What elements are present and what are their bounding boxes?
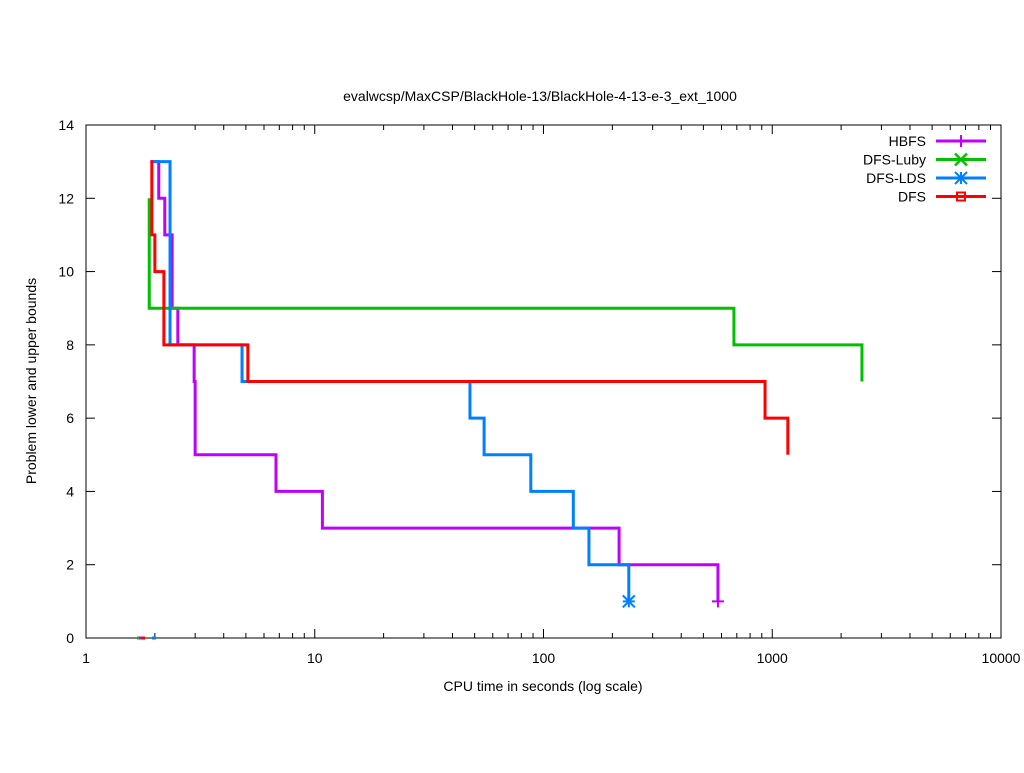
baseline-point (152, 636, 156, 640)
y-axis-label: Problem lower and upper bounds (23, 278, 39, 484)
series-end-marker-dfs-lds (622, 594, 636, 609)
y-tick-label: 2 (66, 557, 74, 573)
series-line-dfs-luby (147, 198, 864, 382)
legend-label-dfs-luby: DFS-Luby (863, 152, 926, 168)
legend-marker-dfs (956, 191, 966, 202)
x-axis-label: CPU time in seconds (log scale) (443, 678, 642, 694)
x-tick-label: 1000 (757, 650, 788, 666)
series-line-dfs (150, 160, 790, 455)
legend-label-dfs-lds: DFS-LDS (866, 170, 926, 186)
y-tick-label: 6 (66, 410, 74, 426)
baseline-point (141, 636, 145, 640)
x-tick-label: 1 (82, 650, 90, 666)
series-line-hbfs (150, 160, 720, 602)
y-tick-label: 4 (66, 483, 74, 499)
chart-title: evalwcsp/MaxCSP/BlackHole-13/BlackHole-4… (343, 88, 737, 104)
y-tick-label: 8 (66, 337, 74, 353)
x-tick-label: 100 (532, 650, 556, 666)
series-group (137, 160, 864, 640)
y-tick-label: 12 (58, 190, 74, 206)
y-tick-label: 10 (58, 264, 74, 280)
legend-marker-hbfs (955, 135, 967, 147)
legend-marker-dfs-luby (954, 152, 968, 167)
x-tick-label: 10000 (982, 650, 1021, 666)
legend-label-hbfs: HBFS (889, 133, 926, 149)
legend-marker-dfs-lds (954, 171, 968, 185)
y-tick-label: 14 (58, 117, 74, 133)
axes: 1 10 100 1000 10000 0 2 4 6 8 10 12 14 (58, 117, 1020, 666)
series-end-marker-hbfs (711, 595, 724, 608)
legend-label-dfs: DFS (898, 189, 926, 205)
y-tick-label: 0 (66, 630, 74, 646)
x-tick-label: 10 (307, 650, 323, 666)
legend: HBFS DFS-Luby DFS-LDS DFS (863, 133, 986, 205)
